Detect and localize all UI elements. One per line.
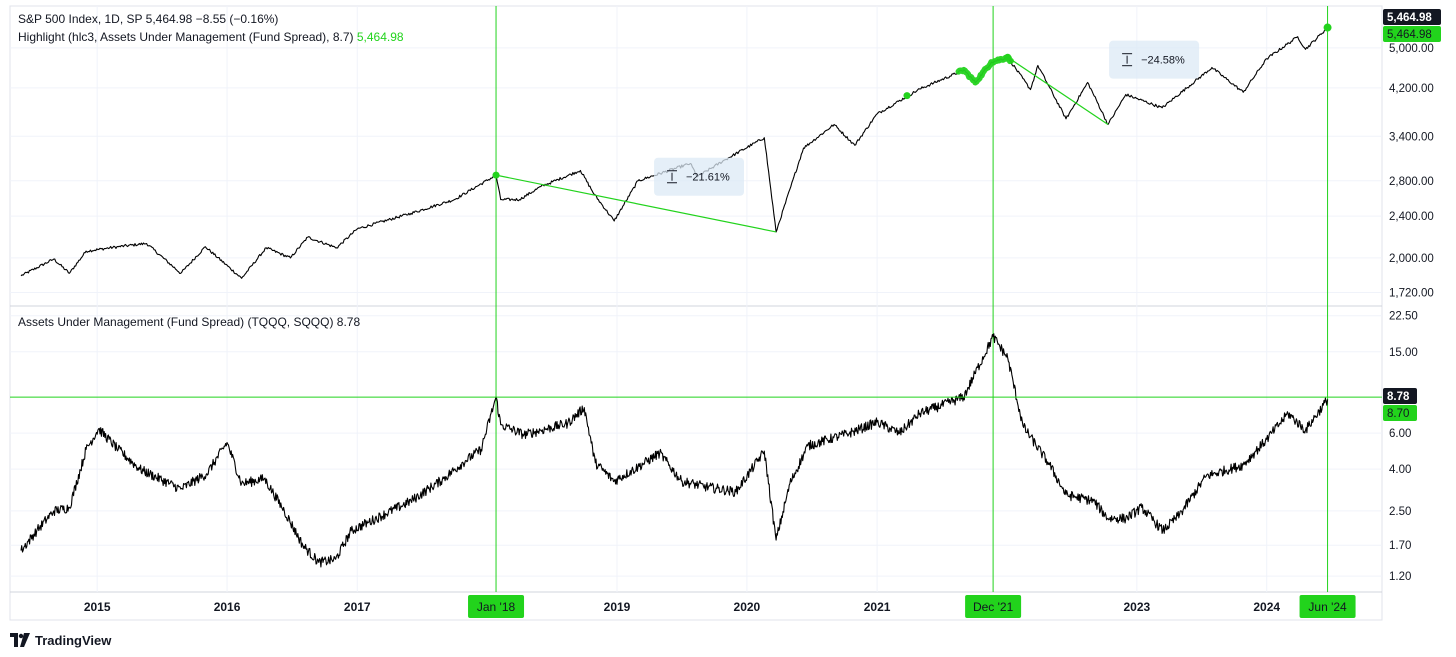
y-tick-label: 4.00 (1389, 464, 1411, 476)
series-line (20, 333, 1329, 568)
x-marker-badge: Jun '24 (1299, 595, 1356, 618)
highlight-value-badge: 5,464.98 (1383, 26, 1441, 42)
y-tick-label: 1.20 (1389, 571, 1411, 583)
svg-text:5,464.98: 5,464.98 (1387, 12, 1432, 24)
x-marker-badge: Jan '18 (468, 595, 525, 618)
x-tick-label: 2015 (84, 600, 111, 614)
drawdown-start-point (492, 171, 500, 179)
vertical-marker-layer (495, 6, 1329, 592)
x-marker-badge: Dec '21 (965, 595, 1022, 618)
top-panel-legend: S&P 500 Index, 1D, SP 5,464.98 −8.55 (−0… (18, 10, 404, 46)
x-tick-label: 2021 (864, 600, 891, 614)
x-tick-label: 2024 (1253, 600, 1280, 614)
highlight-value-badge: 8.70 (1383, 405, 1417, 421)
svg-text:Dec '21: Dec '21 (973, 600, 1014, 614)
svg-text:8.70: 8.70 (1387, 408, 1409, 420)
x-tick-label: 2017 (344, 600, 371, 614)
highlight-segment (955, 54, 1014, 86)
y-tick-label: 2,000.00 (1389, 253, 1434, 265)
highlight-legend-value: 5,464.98 (356, 30, 404, 44)
svg-text:8.78: 8.78 (1387, 391, 1410, 403)
y-tick-label: 1,720.00 (1389, 287, 1434, 299)
grid-layer (10, 6, 1382, 592)
last-value-badge: 8.78 (1383, 388, 1417, 404)
x-tick-label: 2020 (734, 600, 761, 614)
y-tick-label: 5,000.00 (1389, 43, 1434, 55)
drawdown-label-box: −21.61% (654, 157, 745, 196)
bottom-panel-legend: Assets Under Management (Fund Spread) (T… (18, 313, 360, 331)
drawdown-line (1007, 56, 1109, 125)
fund-spread-panel (10, 333, 1382, 568)
svg-text:5,464.98: 5,464.98 (1387, 29, 1432, 41)
y-tick-label: 1.70 (1389, 540, 1411, 552)
sp500-panel: −21.61% −24.58% (20, 23, 1332, 279)
x-tick-label: 2023 (1123, 600, 1150, 614)
fund-spread-legend-line: Assets Under Management (Fund Spread) (T… (18, 315, 361, 329)
highlight-point (903, 92, 911, 100)
drawdown-label-box: −24.58% (1109, 40, 1200, 79)
y-tick-label: 2,400.00 (1389, 211, 1434, 223)
axis-layer: 5,000.00 4,200.00 3,400.00 2,800.00 2,400.00… (84, 9, 1441, 618)
tradingview-label: TradingView (35, 632, 112, 648)
drawdown-label: −21.61% (686, 172, 730, 184)
tradingview-logo-icon (10, 633, 30, 647)
y-tick-label: 3,400.00 (1389, 131, 1434, 143)
y-tick-label: 6.00 (1389, 428, 1411, 440)
branding-footer: TradingView (10, 630, 111, 650)
drawdown-line (495, 174, 777, 233)
highlight-legend-label: Highlight (hlc3, Assets Under Management… (18, 30, 354, 44)
svg-text:Jun '24: Jun '24 (1308, 600, 1347, 614)
y-tick-label: 2.50 (1389, 506, 1411, 518)
svg-text:Jan '18: Jan '18 (477, 600, 516, 614)
last-point-dot (1323, 23, 1332, 32)
y-tick-label: 15.00 (1389, 347, 1418, 359)
highlight-legend-line: Highlight (hlc3, Assets Under Management… (18, 28, 404, 46)
drawdown-start-point (1004, 53, 1012, 61)
y-tick-label: 2,800.00 (1389, 176, 1434, 188)
x-tick-label: 2016 (214, 600, 241, 614)
y-tick-label: 22.50 (1389, 311, 1418, 323)
x-tick-label: 2019 (604, 600, 631, 614)
sp500-legend-line: S&P 500 Index, 1D, SP 5,464.98 −8.55 (−0… (18, 12, 279, 26)
last-value-badge: 5,464.98 (1383, 9, 1441, 25)
y-tick-label: 4,200.00 (1389, 83, 1434, 95)
drawdown-label: −24.58% (1141, 55, 1185, 67)
